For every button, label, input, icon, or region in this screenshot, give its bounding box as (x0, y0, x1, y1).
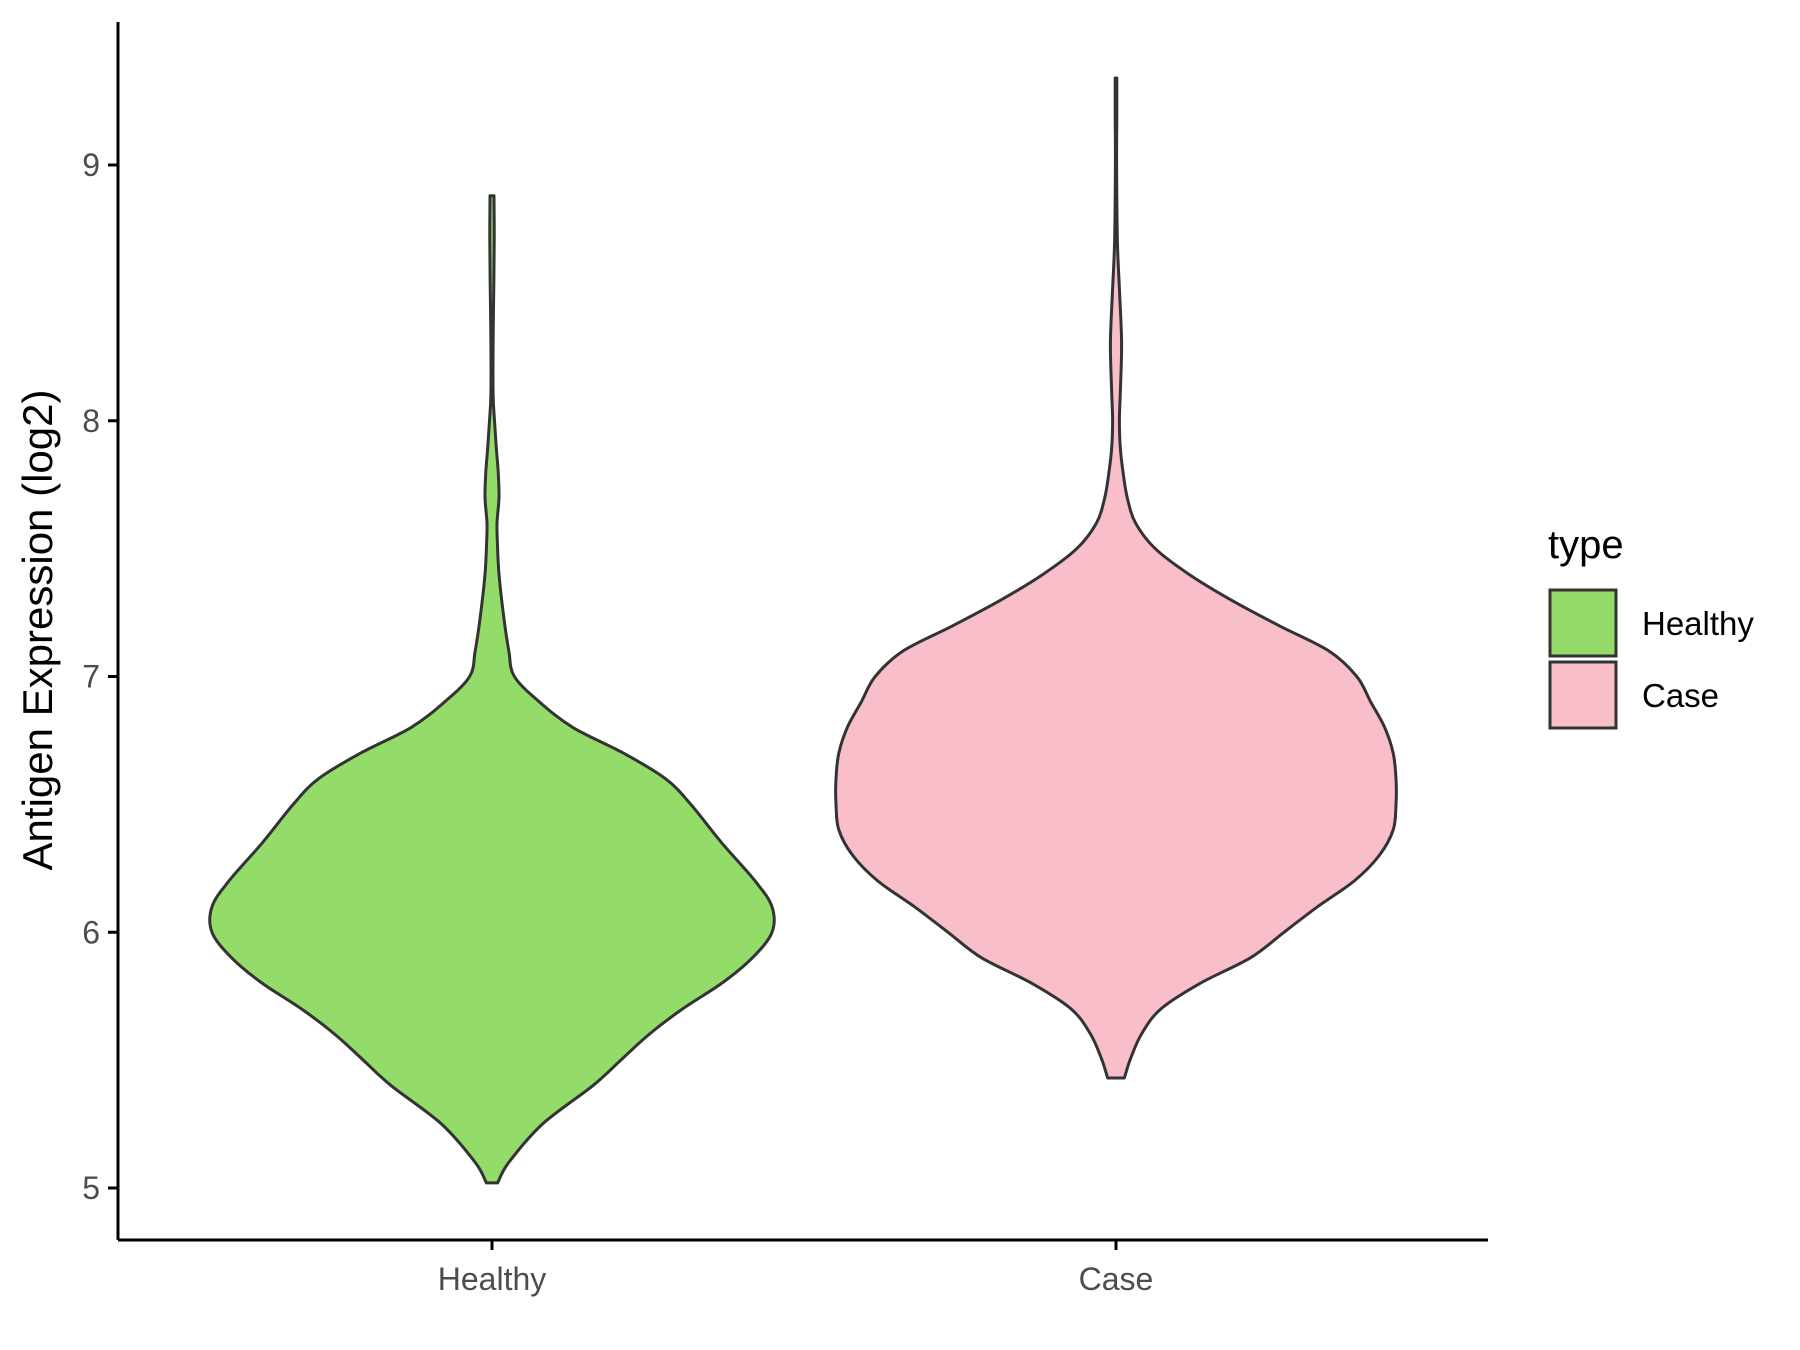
x-tick-label: Healthy (438, 1261, 547, 1297)
axes: 5 6 7 8 9 Healthy Case (82, 22, 1488, 1297)
legend-swatch-case (1548, 660, 1618, 730)
violin-layer (208, 76, 1398, 1185)
y-axis-title: Antigen Expression (log2) (14, 390, 61, 871)
legend: type Healthy Case (1548, 523, 1754, 730)
legend-label-healthy: Healthy (1642, 605, 1754, 642)
legend-label-case: Case (1642, 677, 1719, 714)
violin-healthy (208, 194, 776, 1185)
y-tick-label: 8 (82, 403, 100, 439)
legend-title: type (1548, 523, 1624, 567)
y-tick-label: 7 (82, 659, 100, 695)
violin-case (834, 76, 1398, 1080)
legend-swatch-healthy (1548, 588, 1618, 658)
y-tick-label: 5 (82, 1170, 100, 1206)
x-tick-label: Case (1079, 1261, 1154, 1297)
y-tick-label: 6 (82, 914, 100, 950)
y-tick-label: 9 (82, 147, 100, 183)
